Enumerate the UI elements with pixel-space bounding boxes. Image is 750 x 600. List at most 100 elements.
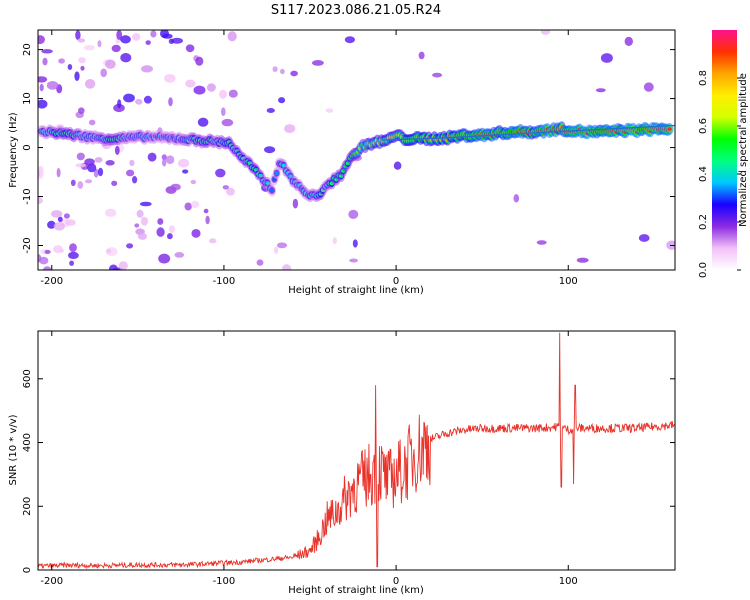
colorbar-ticks: 0.0 0.2 0.4 0.6 0.8 bbox=[698, 70, 741, 278]
spectrogram-noise-blob bbox=[219, 89, 227, 99]
colorbar-tick-label: 0.0 bbox=[698, 262, 709, 278]
spectrogram-noise-blob bbox=[111, 44, 121, 53]
spectrogram-noise-blob bbox=[185, 44, 195, 53]
spectrogram-noise-blob bbox=[53, 222, 65, 231]
figure-title: S117.2023.086.21.05.R24 bbox=[271, 3, 441, 18]
snr-y-axis-label: SNR (10 * v/v) bbox=[8, 414, 19, 485]
spectrogram-noise-blob bbox=[80, 65, 85, 71]
spectrogram-noise-blob bbox=[105, 247, 118, 257]
spectrogram-noise-blob bbox=[513, 194, 520, 203]
spectrogram-noise-blob bbox=[120, 53, 132, 63]
spectrogram-noise-blob bbox=[576, 257, 589, 263]
spectrogram-noise-blob bbox=[418, 51, 425, 60]
spectrogram-noise-blob bbox=[150, 30, 157, 38]
spectrogram-noise-blob bbox=[77, 38, 86, 43]
spectrogram-noise-blob bbox=[83, 45, 95, 51]
spectrogram-noise-blob bbox=[132, 176, 138, 184]
spectrogram-y-axis-label: Frequency (Hz) bbox=[8, 112, 19, 188]
spectrogram-noise-blob bbox=[227, 31, 237, 42]
spectrogram-noise-blob bbox=[282, 264, 292, 270]
ridge-core bbox=[667, 127, 672, 131]
spectrogram-noise-blob bbox=[162, 159, 167, 167]
spectrogram-noise-blob bbox=[70, 179, 76, 186]
snr-x-tick-label: -100 bbox=[213, 576, 236, 587]
spectrogram-noise-blob bbox=[46, 81, 59, 90]
spectrogram-noise-blob bbox=[58, 58, 65, 64]
spectrogram-noise-blob bbox=[185, 79, 196, 88]
snr-background bbox=[38, 331, 675, 570]
spectrogram-noise-blob bbox=[164, 74, 176, 83]
spectrogram-noise-blob bbox=[51, 210, 63, 218]
snr-series-line bbox=[38, 332, 675, 570]
snr-y-tick-label: 600 bbox=[22, 369, 33, 388]
spectrogram-noise-blob bbox=[600, 53, 613, 63]
spectrogram-noise-blob bbox=[332, 237, 337, 245]
spectrogram-noise-blob bbox=[168, 225, 175, 234]
spectrogram-noise-blob bbox=[197, 117, 209, 127]
spectrogram-noise-blob bbox=[274, 246, 279, 254]
ridge-core bbox=[269, 188, 275, 193]
spectrogram-noise-blob bbox=[226, 187, 235, 196]
spectrogram-noise-blob bbox=[215, 168, 226, 178]
spectrogram-noise-blob bbox=[161, 154, 167, 161]
spectrogram-noise-blob bbox=[143, 95, 152, 104]
colorbar-tick-label: 0.2 bbox=[698, 214, 709, 230]
spectrogram-noise-blob bbox=[38, 171, 41, 177]
spectrogram-noise-blob bbox=[111, 180, 118, 186]
spectrogram-noise-blob bbox=[65, 219, 76, 226]
spectrogram-x-axis-label: Height of straight line (km) bbox=[288, 285, 424, 296]
spectrogram-noise-blob bbox=[221, 107, 226, 116]
colorbar-tick-label: 0.4 bbox=[698, 166, 709, 182]
spectrogram-noise-blob bbox=[284, 124, 296, 134]
spectrogram-noise-blob bbox=[157, 218, 164, 225]
spectrogram-noise-blob bbox=[135, 98, 143, 105]
spectrogram-noise-blob bbox=[349, 258, 358, 263]
spectrogram-noise-blob bbox=[114, 145, 120, 155]
spectrogram-noise-blob bbox=[191, 200, 200, 208]
spectrogram-noise-blob bbox=[42, 57, 48, 66]
spectrogram-noise-blob bbox=[57, 216, 63, 222]
spectrogram-noise-blob bbox=[168, 97, 173, 107]
spectrogram-noise-blob bbox=[141, 65, 153, 73]
spectrogram-noise-blob bbox=[104, 208, 117, 217]
spectrogram-noise-blob bbox=[47, 220, 56, 229]
spectrogram-noise-blob bbox=[140, 216, 148, 226]
spectrogram-noise-blob bbox=[120, 35, 131, 44]
spectrogram-noise-blob bbox=[38, 254, 42, 263]
spectrogram-noise-blob bbox=[278, 97, 286, 104]
spectrogram-noise-blob bbox=[643, 82, 654, 92]
spectrogram-noise-blob bbox=[137, 232, 147, 240]
snr-y-ticks: 0 200 400 600 bbox=[22, 369, 675, 573]
spectrogram-noise-blob bbox=[182, 169, 189, 174]
spectrogram-noise-blob bbox=[352, 239, 358, 248]
spectrogram-noise-blob bbox=[41, 49, 53, 54]
snr-panel: -200 -100 0 100 0 200 400 600 Height of straig… bbox=[8, 330, 676, 596]
spectrogram-y-tick-label: 10 bbox=[22, 92, 33, 105]
spectrogram-noise-blob bbox=[78, 107, 85, 114]
spectrogram-noise-blob bbox=[290, 70, 298, 77]
spectrogram-noise-blob bbox=[624, 36, 633, 47]
spectrogram-noise-blob bbox=[76, 152, 85, 161]
spectrogram-x-tick-label: -100 bbox=[213, 276, 236, 287]
spectrogram-noise-blob bbox=[75, 30, 81, 41]
spectrogram-noise-blob bbox=[87, 163, 97, 173]
spectrogram-noise-blob bbox=[178, 158, 190, 168]
spectrogram-noise-blob bbox=[69, 260, 74, 266]
spectrogram-noise-blob bbox=[78, 57, 86, 64]
spectrogram-noise-blob bbox=[126, 243, 134, 249]
spectrogram-noise-blob bbox=[222, 185, 229, 190]
spectrogram-noise-blob bbox=[105, 160, 115, 166]
spectrogram-noise-blob bbox=[44, 249, 51, 254]
spectrogram-noise-blob bbox=[432, 72, 443, 78]
spectrogram-noise-blob bbox=[69, 243, 77, 253]
colorbar-label: Normalized spectral amplitude bbox=[738, 73, 749, 227]
spectrogram-noise-blob bbox=[117, 99, 122, 109]
spectrogram-noise-blob bbox=[74, 71, 80, 81]
spectrogram-noise-blob bbox=[38, 197, 43, 205]
spectrogram-noise-blob bbox=[393, 161, 402, 170]
spectrogram-noise-blob bbox=[68, 251, 79, 259]
spectrogram-noise-blob bbox=[540, 30, 551, 35]
spectrogram-noise-blob bbox=[228, 89, 238, 98]
spectrogram-noise-blob bbox=[134, 223, 140, 228]
